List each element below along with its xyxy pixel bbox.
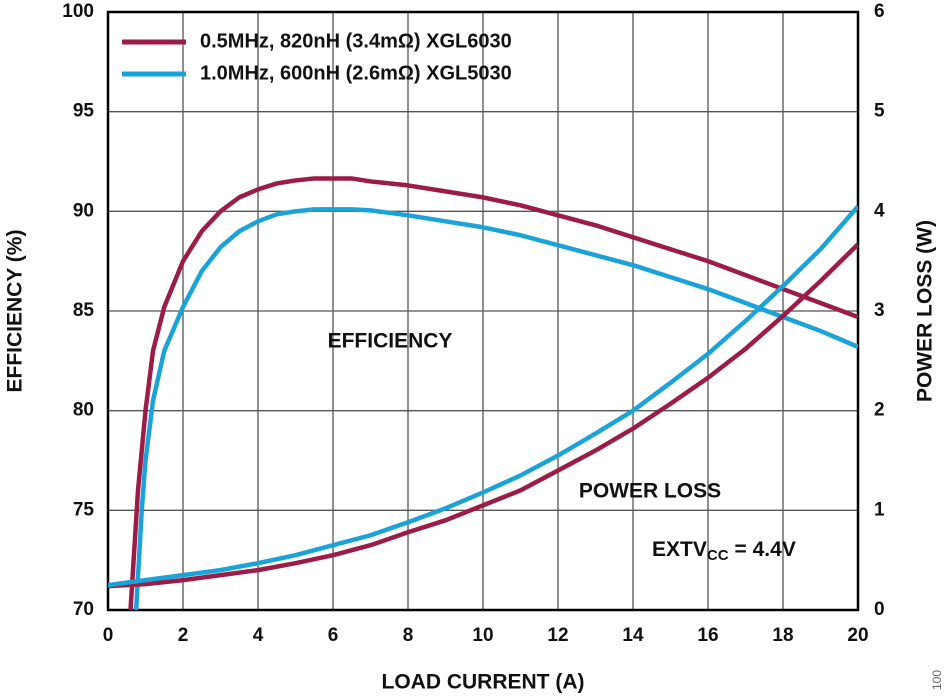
y-tick-label: 85 (73, 300, 95, 321)
series-line (108, 204, 858, 588)
x-tick-label: 2 (178, 625, 189, 646)
y2-tick-label: 0 (874, 599, 885, 620)
x-tick-label: 12 (547, 625, 568, 646)
series-line (128, 176, 858, 610)
y2-tick-label: 4 (874, 200, 885, 221)
y2-tick-label: 5 (874, 101, 885, 122)
y-tick-label: 80 (73, 400, 94, 421)
x-axis-label: LOAD CURRENT (A) (382, 671, 585, 694)
y-axis-label: EFFICIENCY (%) (4, 230, 27, 393)
annotation: POWER LOSS (579, 480, 721, 503)
y-tick-label: 95 (73, 101, 95, 122)
x-tick-label: 20 (847, 625, 868, 646)
condition-label: EXTVCC = 4.4V (652, 538, 796, 564)
y-tick-label: 90 (73, 200, 94, 221)
legend-label: 1.0MHz, 600nH (2.6mΩ) XGL5030 (200, 62, 512, 84)
y-tick-label: 75 (73, 499, 95, 520)
x-tick-label: 4 (253, 625, 264, 646)
annotation: EFFICIENCY (328, 330, 453, 353)
y2-axis-label: POWER LOSS (W) (914, 220, 937, 402)
x-tick-label: 10 (472, 625, 493, 646)
x-tick-label: 14 (622, 625, 644, 646)
x-tick-label: 6 (328, 625, 339, 646)
x-tick-label: 18 (772, 625, 793, 646)
x-tick-label: 16 (697, 625, 718, 646)
series-line (108, 242, 858, 589)
y2-tick-label: 1 (874, 499, 885, 520)
condition-sub: CC (707, 547, 729, 564)
y2-tick-label: 3 (874, 300, 885, 321)
x-tick-label: 8 (403, 625, 414, 646)
y2-tick-label: 6 (874, 1, 885, 22)
series-line (133, 207, 858, 610)
figure-number: 100 (930, 670, 944, 690)
condition-rest: = 4.4V (735, 538, 796, 561)
y-tick-label: 70 (73, 599, 94, 620)
legend-label: 0.5MHz, 820nH (3.4mΩ) XGL6030 (200, 30, 512, 52)
condition-main: EXTV (652, 538, 707, 561)
x-tick-label: 0 (103, 625, 114, 646)
y2-tick-label: 2 (874, 400, 885, 421)
y-tick-label: 100 (62, 1, 94, 22)
plot-frame (106, 10, 860, 612)
